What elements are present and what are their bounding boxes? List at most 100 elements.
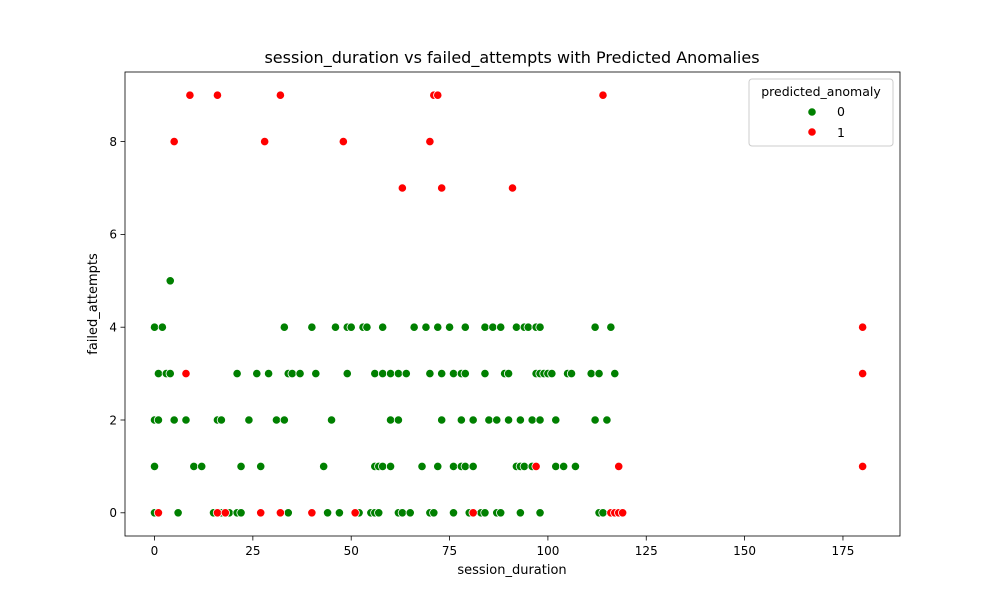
data-point-anomaly-0 bbox=[256, 461, 266, 471]
data-point-anomaly-0 bbox=[437, 415, 447, 425]
data-point-anomaly-0 bbox=[252, 368, 262, 379]
data-point-anomaly-0 bbox=[468, 461, 478, 471]
data-point-anomaly-0 bbox=[460, 322, 470, 332]
legend-label-0: 0 bbox=[837, 104, 845, 119]
data-point-anomaly-0 bbox=[433, 322, 443, 332]
data-point-anomaly-0 bbox=[460, 368, 470, 379]
data-point-anomaly-0 bbox=[244, 415, 254, 425]
data-point-anomaly-0 bbox=[173, 508, 183, 518]
plot-area-frame bbox=[124, 71, 901, 537]
data-point-anomaly-1 bbox=[212, 90, 223, 100]
data-point-anomaly-0 bbox=[271, 415, 282, 425]
x-tick-label: 125 bbox=[635, 544, 658, 558]
data-point-anomaly-0 bbox=[397, 508, 407, 518]
data-point-anomaly-1 bbox=[307, 508, 317, 518]
y-tick-label: 0 bbox=[109, 506, 117, 520]
data-point-anomaly-0 bbox=[496, 508, 506, 518]
data-point-anomaly-0 bbox=[393, 415, 404, 425]
data-point-anomaly-0 bbox=[165, 276, 175, 286]
legend-title: predicted_anomaly bbox=[761, 84, 881, 99]
data-point-anomaly-0 bbox=[279, 322, 289, 332]
y-axis-label: failed_attempts bbox=[86, 253, 101, 355]
data-point-anomaly-0 bbox=[322, 508, 333, 518]
data-point-anomaly-0 bbox=[606, 322, 616, 332]
data-point-anomaly-1 bbox=[350, 508, 360, 518]
x-tick-label: 150 bbox=[733, 544, 756, 558]
data-point-anomaly-1 bbox=[220, 508, 230, 518]
data-point-anomaly-0 bbox=[586, 368, 596, 379]
data-point-anomaly-0 bbox=[374, 508, 384, 518]
data-point-anomaly-0 bbox=[480, 368, 490, 379]
data-point-anomaly-0 bbox=[149, 322, 160, 332]
data-point-anomaly-1 bbox=[212, 508, 223, 518]
data-point-anomaly-0 bbox=[236, 508, 246, 518]
data-point-anomaly-1 bbox=[858, 461, 868, 471]
data-point-anomaly-0 bbox=[570, 461, 581, 471]
data-point-anomaly-1 bbox=[185, 90, 195, 100]
data-point-anomaly-1 bbox=[181, 368, 191, 379]
data-point-anomaly-0 bbox=[523, 322, 533, 332]
data-point-anomaly-0 bbox=[311, 368, 321, 379]
data-point-anomaly-0 bbox=[334, 508, 344, 518]
data-point-anomaly-0 bbox=[385, 461, 396, 471]
data-point-anomaly-0 bbox=[488, 322, 498, 332]
data-point-anomaly-0 bbox=[496, 322, 506, 332]
data-point-anomaly-0 bbox=[216, 415, 226, 425]
data-point-anomaly-1 bbox=[275, 90, 285, 100]
points-layer bbox=[149, 90, 868, 518]
data-point-anomaly-0 bbox=[547, 368, 557, 379]
data-point-anomaly-0 bbox=[590, 415, 600, 425]
data-point-anomaly-0 bbox=[598, 508, 608, 518]
y-tick-label: 6 bbox=[109, 228, 117, 242]
data-point-anomaly-0 bbox=[535, 415, 545, 425]
data-point-anomaly-0 bbox=[232, 368, 242, 379]
legend-frame bbox=[748, 78, 894, 147]
data-point-anomaly-0 bbox=[378, 322, 388, 332]
data-point-anomaly-1 bbox=[468, 508, 478, 518]
data-point-anomaly-0 bbox=[342, 368, 352, 379]
data-point-anomaly-0 bbox=[551, 415, 561, 425]
data-point-anomaly-1 bbox=[153, 508, 164, 518]
ticks-layer: 0 25 50 75 100 125 150 175 0 2 4 6 8 bbox=[109, 135, 854, 558]
data-point-anomaly-0 bbox=[448, 461, 459, 471]
x-tick-label: 175 bbox=[832, 544, 855, 558]
data-point-anomaly-0 bbox=[527, 415, 537, 425]
data-point-anomaly-0 bbox=[468, 415, 478, 425]
y-tick-label: 2 bbox=[109, 413, 117, 427]
data-point-anomaly-0 bbox=[610, 368, 620, 379]
data-point-anomaly-0 bbox=[433, 461, 443, 471]
data-point-anomaly-0 bbox=[157, 322, 167, 332]
data-point-anomaly-1 bbox=[598, 90, 608, 100]
x-tick-label: 50 bbox=[344, 544, 359, 558]
data-point-anomaly-1 bbox=[397, 183, 407, 193]
data-point-anomaly-1 bbox=[437, 183, 447, 193]
data-point-anomaly-0 bbox=[480, 322, 490, 332]
data-point-anomaly-0 bbox=[515, 415, 525, 425]
data-point-anomaly-0 bbox=[319, 461, 329, 471]
data-point-anomaly-0 bbox=[307, 322, 317, 332]
data-point-anomaly-0 bbox=[385, 415, 396, 425]
data-point-anomaly-0 bbox=[444, 322, 455, 332]
data-point-anomaly-0 bbox=[149, 461, 160, 471]
data-point-anomaly-1 bbox=[614, 461, 624, 471]
data-point-anomaly-0 bbox=[417, 461, 427, 471]
legend-label-1: 1 bbox=[837, 125, 845, 140]
data-point-anomaly-1 bbox=[256, 508, 266, 518]
x-tick-label: 25 bbox=[245, 544, 260, 558]
data-point-anomaly-0 bbox=[448, 368, 459, 379]
data-point-anomaly-1 bbox=[858, 322, 868, 332]
legend-marker-1 bbox=[807, 127, 817, 137]
data-point-anomaly-0 bbox=[153, 368, 164, 379]
data-point-anomaly-0 bbox=[169, 415, 179, 425]
x-axis-label: session_duration bbox=[457, 563, 566, 578]
data-point-anomaly-1 bbox=[858, 368, 868, 379]
data-point-anomaly-0 bbox=[385, 368, 396, 379]
data-point-anomaly-1 bbox=[507, 183, 518, 193]
y-tick-label: 4 bbox=[109, 321, 117, 335]
legend-marker-0 bbox=[807, 107, 817, 117]
y-tick-label: 8 bbox=[109, 135, 117, 149]
data-point-anomaly-0 bbox=[370, 368, 380, 379]
data-point-anomaly-0 bbox=[421, 322, 431, 332]
data-point-anomaly-1 bbox=[275, 508, 285, 518]
